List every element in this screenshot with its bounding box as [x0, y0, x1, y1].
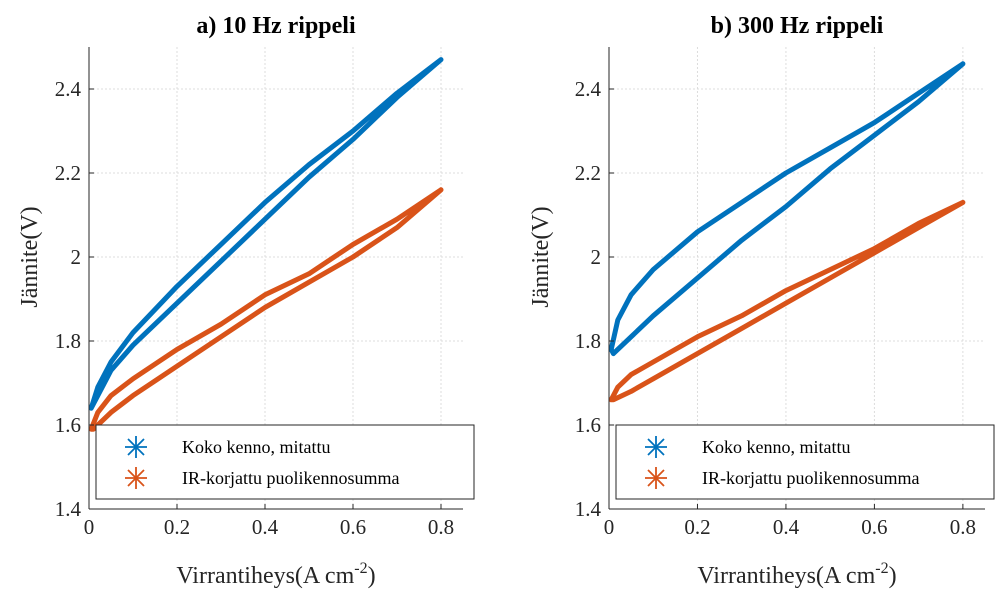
asterisk-icon — [645, 467, 667, 489]
panel-b-ytick-label: 2 — [591, 245, 602, 269]
panel-b: b) 300 Hz rippeli 0 0.2 0.4 0.6 0.8 1.4 1.6 1.8… — [528, 13, 995, 589]
panel-b-xtick-label: 0.6 — [861, 515, 887, 539]
panel-a-title: a) 10 Hz rippeli — [196, 13, 356, 39]
panel-b-xtick-label: 0.2 — [684, 515, 710, 539]
panel-a-xtick-label: 0.2 — [164, 515, 190, 539]
panel-b-legend-label-corrected: IR-korjattu puolikennosumma — [702, 468, 919, 488]
panel-b-xtick-label: 0 — [604, 515, 615, 539]
panel-b-ytick-label: 1.6 — [575, 413, 601, 437]
asterisk-icon — [125, 436, 147, 458]
panel-b-title: b) 300 Hz rippeli — [711, 13, 884, 39]
panel-a-xtick-label: 0.6 — [340, 515, 366, 539]
panel-a-axes — [88, 47, 463, 510]
asterisk-icon — [125, 467, 147, 489]
panel-b-ytick-label: 2.2 — [575, 161, 601, 185]
panel-b-xtick-label: 0.8 — [950, 515, 976, 539]
panel-a-ytick-label: 1.6 — [55, 413, 81, 437]
panel-b-legend-label-measured: Koko kenno, mitattu — [702, 437, 850, 457]
panel-a-xtick-label: 0 — [84, 515, 95, 539]
panel-a-xtick-label: 0.8 — [428, 515, 454, 539]
panel-a-xlabel: Virrantiheys(A cm-2) — [176, 560, 375, 589]
asterisk-icon-stroke — [127, 469, 145, 487]
panel-b-ylabel: Jännite(V) — [528, 206, 554, 307]
panel-b-xtick-label: 0.4 — [773, 515, 800, 539]
panel-a-ytick-label: 1.8 — [55, 329, 81, 353]
panel-a-legend-label-measured: Koko kenno, mitattu — [182, 437, 330, 457]
panel-a-ytick-label: 2.2 — [55, 161, 81, 185]
panel-b-legend: Koko kenno, mitattu IR-korjattu puoliken… — [615, 424, 995, 500]
panel-b-ticks: 0 0.2 0.4 0.6 0.8 1.4 1.6 1.8 2 2.2 2.4 — [575, 77, 976, 539]
panel-a-ticks: 0 0.2 0.4 0.6 0.8 1.4 1.6 1.8 2 2.2 2.4 — [55, 77, 454, 539]
panel-a-ytick-label: 2.4 — [55, 77, 82, 101]
panel-a-xtick-label: 0.4 — [252, 515, 279, 539]
panel-a-ytick-label: 1.4 — [55, 497, 82, 521]
panel-b-legend-box — [615, 424, 995, 500]
panel-b-curves — [608, 61, 966, 403]
panel-a: a) 10 Hz rippeli 0 0.2 0.4 0.6 0.8 1.4 1.6 1.8 2… — [17, 13, 475, 589]
panel-b-ytick-label: 2.4 — [575, 77, 602, 101]
asterisk-icon-stroke — [647, 438, 665, 456]
panel-a-series-corrected — [88, 187, 444, 432]
asterisk-icon-stroke — [647, 469, 665, 487]
asterisk-icon — [645, 436, 667, 458]
panel-a-ylabel: Jännite(V) — [17, 206, 43, 307]
panel-b-series-measured — [608, 61, 966, 357]
panel-b-xlabel: Virrantiheys(A cm-2) — [697, 560, 896, 589]
panel-b-axes — [608, 47, 985, 510]
panel-b-series-corrected — [608, 199, 966, 403]
panel-a-legend-box — [95, 424, 475, 500]
panel-b-ytick-label: 1.4 — [575, 497, 602, 521]
panel-a-legend: Koko kenno, mitattu IR-korjattu puoliken… — [95, 424, 475, 500]
panel-a-ytick-label: 2 — [71, 245, 82, 269]
panel-a-legend-label-corrected: IR-korjattu puolikennosumma — [182, 468, 399, 488]
panel-a-series-measured — [88, 57, 444, 411]
panel-b-ytick-label: 1.8 — [575, 329, 601, 353]
asterisk-icon-stroke — [127, 438, 145, 456]
panel-a-curves — [88, 57, 444, 432]
